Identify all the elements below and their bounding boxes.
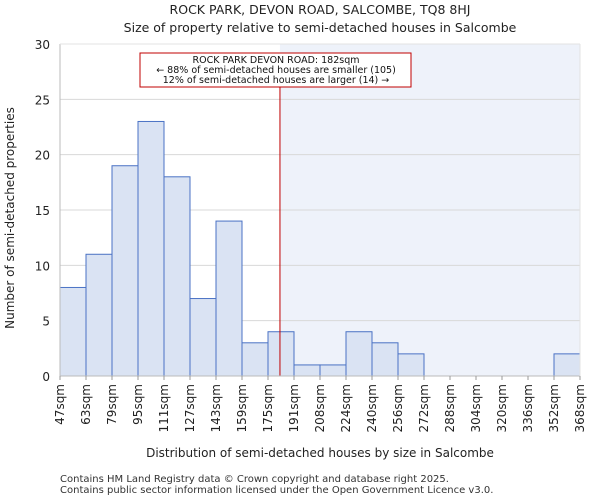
- x-tick-label: 159sqm: [235, 384, 249, 432]
- y-tick-label: 10: [35, 259, 50, 273]
- bar: [241, 342, 269, 377]
- x-tick-label: 63sqm: [79, 384, 93, 425]
- footer-line-2: Contains public sector information licen…: [60, 485, 494, 496]
- bar: [189, 298, 217, 377]
- x-tick-label: 143sqm: [209, 384, 223, 432]
- x-tick-label: 352sqm: [547, 384, 561, 432]
- bar: [85, 253, 113, 377]
- x-tick-label: 288sqm: [443, 384, 457, 432]
- bar: [397, 353, 425, 377]
- y-axis-label: Number of semi-detached properties: [3, 107, 17, 329]
- annotation-box: ROCK PARK DEVON ROAD: 182sqm ← 88% of se…: [139, 52, 412, 88]
- chart-subtitle: Size of property relative to semi-detach…: [124, 20, 517, 35]
- annotation-line-2: ← 88% of semi-detached houses are smalle…: [156, 65, 396, 76]
- x-tick-label: 208sqm: [313, 384, 327, 432]
- x-tick-label: 111sqm: [157, 384, 171, 432]
- footer: Contains HM Land Registry data © Crown c…: [60, 474, 493, 496]
- bar: [293, 364, 321, 377]
- x-tick-label: 47sqm: [53, 384, 67, 425]
- annotation-line-3: 12% of semi-detached houses are larger (…: [163, 75, 390, 86]
- x-tick-label: 256sqm: [391, 384, 405, 432]
- bar: [267, 331, 295, 377]
- x-tick-label: 240sqm: [365, 384, 379, 432]
- bar: [111, 165, 139, 377]
- bar: [137, 120, 165, 377]
- y-tick-label: 0: [42, 370, 50, 384]
- bar: [163, 176, 191, 377]
- x-axis-label: Distribution of semi-detached houses by …: [146, 446, 494, 460]
- bar: [215, 220, 243, 377]
- y-tick-label: 30: [35, 38, 50, 52]
- x-tick-label: 175sqm: [261, 384, 275, 432]
- bar: [553, 353, 581, 377]
- annotation-line-1: ROCK PARK DEVON ROAD: 182sqm: [193, 55, 360, 66]
- y-tick-label: 20: [35, 149, 50, 163]
- bar: [345, 331, 373, 377]
- bar: [319, 364, 347, 377]
- x-tick-label: 79sqm: [105, 384, 119, 425]
- x-tick-label: 336sqm: [521, 384, 535, 432]
- x-tick-label: 272sqm: [417, 384, 431, 432]
- y-tick-label: 15: [35, 204, 50, 218]
- y-tick-label: 25: [35, 93, 50, 107]
- bar: [59, 286, 87, 377]
- x-tick-label: 368sqm: [573, 384, 587, 432]
- bar: [371, 342, 399, 377]
- x-tick-label: 95sqm: [131, 384, 145, 425]
- x-tick-label: 304sqm: [469, 384, 483, 432]
- footer-line-1: Contains HM Land Registry data © Crown c…: [60, 474, 449, 485]
- plot-area: 0 5 10 15 20 25 30 47sqm 63sqm 79sqm 95sqm 111sqm 12…: [35, 38, 587, 432]
- x-tick-label: 127sqm: [183, 384, 197, 432]
- chart-title: ROCK PARK, DEVON ROAD, SALCOMBE, TQ8 8HJ: [170, 2, 471, 17]
- x-tick-label: 320sqm: [495, 384, 509, 432]
- x-tick-label: 191sqm: [287, 384, 301, 432]
- x-tick-label: 224sqm: [339, 384, 353, 432]
- y-tick-label: 5: [42, 315, 50, 329]
- histogram-chart: ROCK PARK, DEVON ROAD, SALCOMBE, TQ8 8HJ…: [3, 2, 587, 460]
